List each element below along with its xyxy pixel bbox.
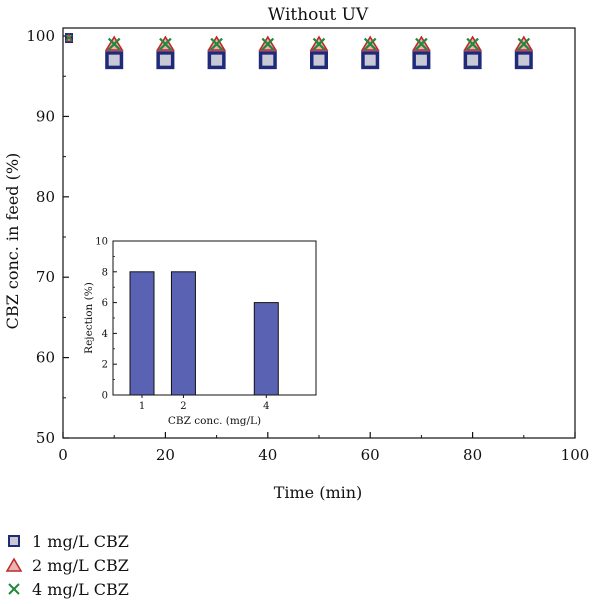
inset-bar xyxy=(170,271,196,396)
series-3-point xyxy=(466,37,479,51)
series-3-point xyxy=(107,37,121,51)
legend-triangle-icon xyxy=(5,557,23,572)
inset-x-tick-label: 1 xyxy=(139,401,145,412)
series-3-point xyxy=(312,37,326,51)
inset-y-tick-label: 2 xyxy=(102,360,108,371)
y-tick-label: 70 xyxy=(36,268,55,286)
y-tick-label: 80 xyxy=(36,188,55,206)
series-1-point-inner xyxy=(313,54,325,66)
inset-y-tick-label: 6 xyxy=(102,298,108,309)
x-tick-label: 20 xyxy=(156,446,175,464)
series-1-point-inner xyxy=(467,54,479,66)
inset-x-tick-label: 2 xyxy=(180,401,186,412)
x-tick-label: 60 xyxy=(361,446,380,464)
series-1-point-inner xyxy=(518,54,530,66)
series-3-point xyxy=(261,37,275,51)
y-tick-label: 60 xyxy=(36,349,55,367)
series-1-point-inner xyxy=(364,54,376,66)
series-3-point xyxy=(517,37,531,51)
x-tick-label: 100 xyxy=(561,446,590,464)
series-3-point xyxy=(210,37,223,51)
series-3-point xyxy=(363,37,377,51)
series-1-point-inner xyxy=(211,54,223,66)
x-tick-label: 0 xyxy=(58,446,68,464)
x-tick-label: 40 xyxy=(258,446,277,464)
series-3-point xyxy=(159,37,172,51)
series-1-point-inner xyxy=(262,54,274,66)
series-3-point xyxy=(415,37,428,51)
series-1-point-inner xyxy=(108,54,120,66)
y-tick-label: 50 xyxy=(36,429,55,447)
legend-label: 2 mg/L CBZ xyxy=(32,556,129,575)
legend-square-icon-inner xyxy=(10,537,18,545)
inset-y-tick-label: 8 xyxy=(102,267,108,278)
series-3-point xyxy=(65,34,73,42)
inset-y-tick-label: 4 xyxy=(102,329,108,340)
series-1-point-inner xyxy=(159,54,171,66)
y-axis-label: CBZ conc. in feed (%) xyxy=(3,153,22,330)
y-tick-label: 100 xyxy=(26,27,55,45)
y-tick-label: 90 xyxy=(36,107,55,125)
chart-title: Without UV xyxy=(268,5,369,25)
inset-x-tick-label: 4 xyxy=(263,401,269,412)
legend-label: 1 mg/L CBZ xyxy=(32,532,129,551)
series-1-point-inner xyxy=(415,54,427,66)
inset-y-axis-label: Rejection (%) xyxy=(83,282,95,354)
x-axis-label: Time (min) xyxy=(274,483,363,502)
inset-x-axis-label: CBZ conc. (mg/L) xyxy=(168,415,261,427)
inset-bar xyxy=(253,302,279,396)
inset-y-tick-label: 10 xyxy=(95,237,108,248)
legend-label: 4 mg/L CBZ xyxy=(32,580,129,599)
inset-y-tick-label: 0 xyxy=(102,391,108,402)
x-tick-label: 80 xyxy=(463,446,482,464)
legend-x-icon xyxy=(8,583,20,595)
inset-bar xyxy=(129,271,155,396)
